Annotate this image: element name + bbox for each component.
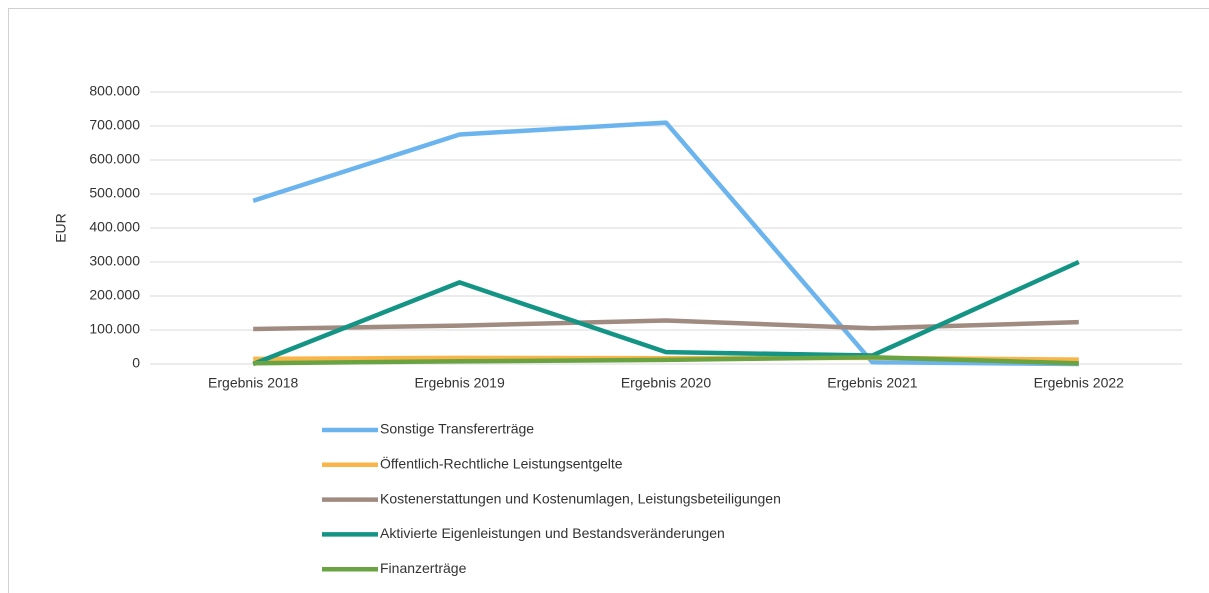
y-tick-label: 400.000 [89, 219, 140, 235]
x-tick-label: Ergebnis 2022 [1034, 375, 1125, 391]
series-line [252, 259, 1080, 367]
x-tick-label: Ergebnis 2021 [827, 375, 918, 391]
series-line [253, 354, 1079, 366]
x-tick-label: Ergebnis 2020 [621, 375, 712, 391]
y-tick-label: 300.000 [89, 253, 140, 269]
y-tick-label: 200.000 [89, 287, 140, 303]
y-tick-label: 100.000 [89, 321, 140, 337]
legend-label: Finanzerträge [380, 560, 467, 576]
x-tick-label: Ergebnis 2018 [208, 375, 299, 391]
y-tick-label: 500.000 [89, 185, 140, 201]
y-tick-label: 0 [132, 355, 140, 371]
y-axis-label: EUR [53, 213, 69, 243]
series-line [253, 318, 1079, 332]
series-line [252, 120, 1079, 367]
y-tick-label: 700.000 [89, 117, 140, 133]
y-tick-label: 800.000 [89, 83, 140, 99]
legend-label: Aktivierte Eigenleistungen und Bestandsv… [380, 525, 725, 541]
legend-label: Öffentlich-Rechtliche Leistungsentgelte [380, 455, 623, 472]
legend-label: Sonstige Transfererträge [380, 421, 534, 437]
chart-frame [8, 8, 1209, 593]
x-tick-label: Ergebnis 2019 [414, 375, 505, 391]
y-tick-label: 600.000 [89, 151, 140, 167]
legend-label: Kostenerstattungen und Kostenumlagen, Le… [380, 490, 781, 506]
